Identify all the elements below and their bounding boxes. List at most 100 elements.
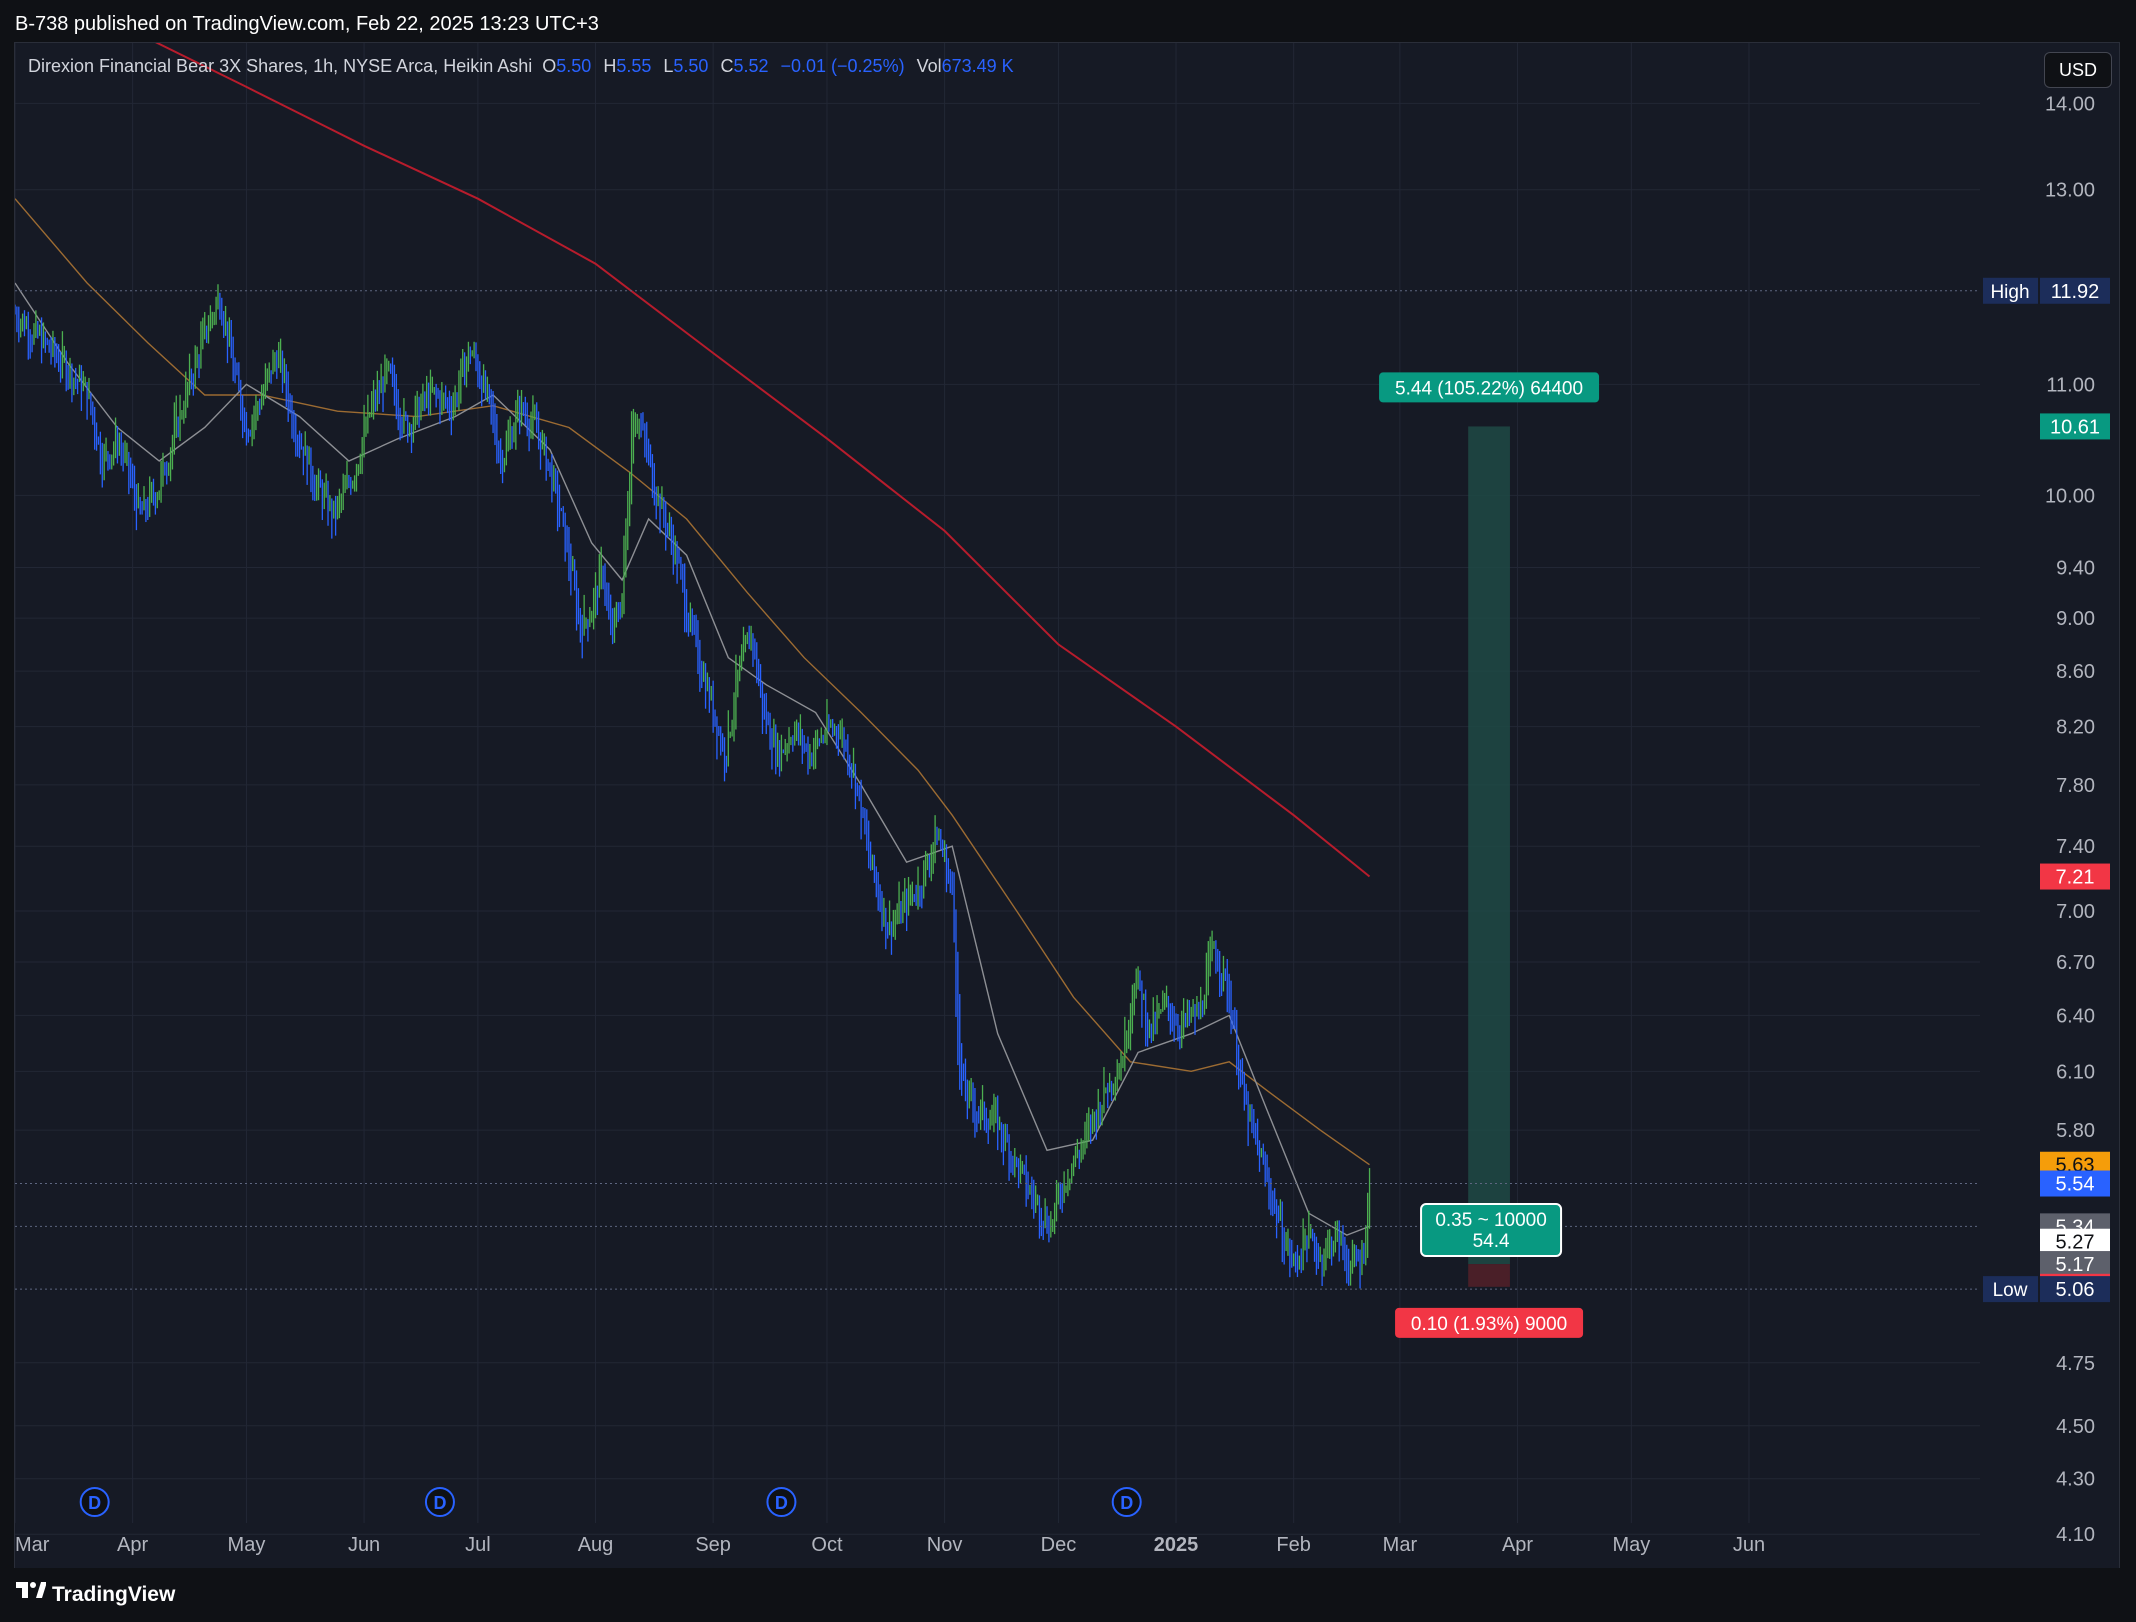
dividend-marker-label: D: [1120, 1493, 1133, 1513]
chart-pane[interactable]: 14.00 13.00 11.00 10.00 9.40 9.00 8.60 8.20 7.80…: [14, 42, 2120, 1570]
price-axis-badge: [2040, 1228, 2110, 1255]
price-tick-label: 8.60: [2056, 661, 2095, 683]
low-value: 5.50: [673, 56, 709, 76]
dividend-marker: [79, 1487, 110, 1517]
price-tick-label: 7.40: [2056, 836, 2095, 858]
time-tick-label: May: [228, 1534, 266, 1556]
time-tick-label: Jun: [1733, 1534, 1765, 1556]
low-label: L: [663, 56, 674, 76]
moving-averages: [15, 43, 1371, 1236]
risk-reward-box: [1420, 1203, 1563, 1258]
price-tick-label: 6.70: [2056, 952, 2095, 974]
stop-label: 0.10 (1.93%) 9000: [1411, 1314, 1567, 1335]
dividend-marker: [1111, 1487, 1142, 1517]
time-tick-label: Nov: [927, 1534, 963, 1556]
price-axis-badge: [2040, 1276, 2110, 1303]
price-tick-label: 9.00: [2056, 608, 2095, 630]
time-tick-label: Oct: [811, 1534, 843, 1556]
price-tick-label: 5.80: [2056, 1120, 2095, 1142]
price-tick-label: 6.10: [2056, 1061, 2095, 1083]
price-axis-badge: [2040, 277, 2110, 304]
price-tick-label: 13.00: [2045, 180, 2095, 202]
extreme-tag: [1983, 277, 2038, 304]
time-tick-label: Dec: [1041, 1534, 1077, 1556]
price-axis-badge: [2040, 863, 2110, 890]
symbol-title: Direxion Financial Bear 3X Shares, 1h, N…: [28, 56, 533, 76]
time-tick-label: Aug: [578, 1534, 614, 1556]
risk-reward-line-1: 0.35 ~ 10000: [1435, 1210, 1546, 1231]
brand-name[interactable]: TradingView: [52, 1583, 176, 1606]
price-tick-label: 10.00: [2045, 485, 2095, 507]
price-tick-label: 4.30: [2056, 1469, 2095, 1491]
target-label: 5.44 (105.22%) 64400: [1395, 378, 1583, 399]
time-tick-label: 2025: [1154, 1534, 1199, 1556]
high-label: H: [603, 56, 617, 76]
time-tick-label: Sep: [695, 1534, 731, 1556]
close-label: C: [720, 56, 734, 76]
time-tick-label: Jul: [465, 1534, 491, 1556]
close-value: 5.52: [733, 56, 769, 76]
price-tick-label: 9.40: [2056, 558, 2095, 580]
price-axis-badge: [2040, 1251, 2110, 1278]
price-tick-label: 14.00: [2045, 93, 2095, 115]
price-axis-badge-value: 5.06: [2056, 1279, 2095, 1301]
change-value: −0.01 (−0.25%): [780, 56, 905, 76]
open-value: 5.50: [556, 56, 592, 76]
time-tick-label: Mar: [15, 1534, 50, 1556]
volume-label: Vol: [916, 56, 942, 76]
footer: [0, 1568, 2136, 1622]
high-value: 5.55: [616, 56, 652, 76]
price-axis-badge-value: 11.92: [2051, 281, 2100, 303]
price-tick-label: 11.00: [2046, 374, 2095, 396]
moving-average-ma_mid: [15, 198, 1370, 1166]
price-tick-label: 8.20: [2056, 717, 2095, 739]
dividend-marker-label: D: [88, 1493, 101, 1513]
price-tick-label: 4.75: [2056, 1353, 2095, 1375]
price-tick-label: 4.10: [2056, 1524, 2095, 1546]
target-label-box: [1379, 372, 1600, 403]
tradingview-logo-icon[interactable]: [16, 1580, 46, 1600]
position-zones: [1468, 426, 1510, 1287]
publish-bar: B-738 published on TradingView.com, Feb …: [0, 0, 2136, 46]
extreme-tag-label: High: [1990, 282, 2029, 303]
currency-button[interactable]: USD: [2044, 52, 2112, 88]
dividend-marker: [424, 1487, 455, 1517]
publish-text: B-738 published on TradingView.com, Feb …: [15, 13, 599, 35]
grid: [15, 43, 1980, 1535]
price-axis-badge: [2040, 413, 2110, 440]
dividend-marker-label: D: [433, 1493, 446, 1513]
time-tick-label: May: [1612, 1534, 1650, 1556]
volume-value: 673.49 K: [941, 56, 1014, 76]
dividend-marker-label: D: [775, 1493, 788, 1513]
price-axis: 14.00 13.00 11.00 10.00 9.40 9.00 8.60 8.20 7.80…: [1983, 93, 2110, 1546]
target-zone: [1468, 426, 1510, 1265]
moving-average-ma_fast: [15, 282, 1370, 1236]
risk-reward-line-2: 54.4: [1473, 1231, 1510, 1252]
price-tick-label: 6.40: [2056, 1005, 2095, 1027]
candles: [15, 284, 1371, 1289]
price-chart[interactable]: 14.00 13.00 11.00 10.00 9.40 9.00 8.60 8.20 7.80…: [15, 43, 2119, 1569]
price-axis-badge-value: 10.61: [2050, 416, 2100, 438]
price-tick-label: 7.00: [2056, 901, 2095, 923]
price-tick-label: 4.50: [2056, 1416, 2095, 1438]
symbol-legend[interactable]: Direxion Financial Bear 3X Shares, 1h, N…: [28, 56, 1014, 77]
time-tick-label: Apr: [117, 1534, 148, 1556]
time-axis: Mar Apr May Jun Jul Aug Sep Oct Nov Dec 2025 Feb Mar…: [15, 1534, 1765, 1556]
time-tick-label: Apr: [1502, 1534, 1533, 1556]
open-label: O: [542, 56, 557, 76]
price-tick-label: 7.80: [2056, 775, 2095, 797]
price-axis-badge: [2040, 1170, 2110, 1197]
time-tick-label: Feb: [1276, 1534, 1310, 1556]
extreme-tag-label: Low: [1993, 1280, 2028, 1301]
dividend-marker: [766, 1487, 797, 1517]
time-tick-label: Jun: [348, 1534, 380, 1556]
time-tick-label: Mar: [1383, 1534, 1418, 1556]
price-axis-badge-value: 5.54: [2056, 1174, 2095, 1196]
price-axis-badge-value: 5.27: [2056, 1232, 2095, 1254]
position-labels: 5.44 (105.22%) 64400 0.10 (1.93%) 9000 0.3…: [1379, 372, 1600, 1338]
stop-label-box: [1395, 1307, 1584, 1338]
extreme-tag: [1983, 1276, 2038, 1303]
moving-average-ma_slow: [155, 43, 1371, 878]
price-axis-badge-value: 5.17: [2056, 1254, 2095, 1276]
